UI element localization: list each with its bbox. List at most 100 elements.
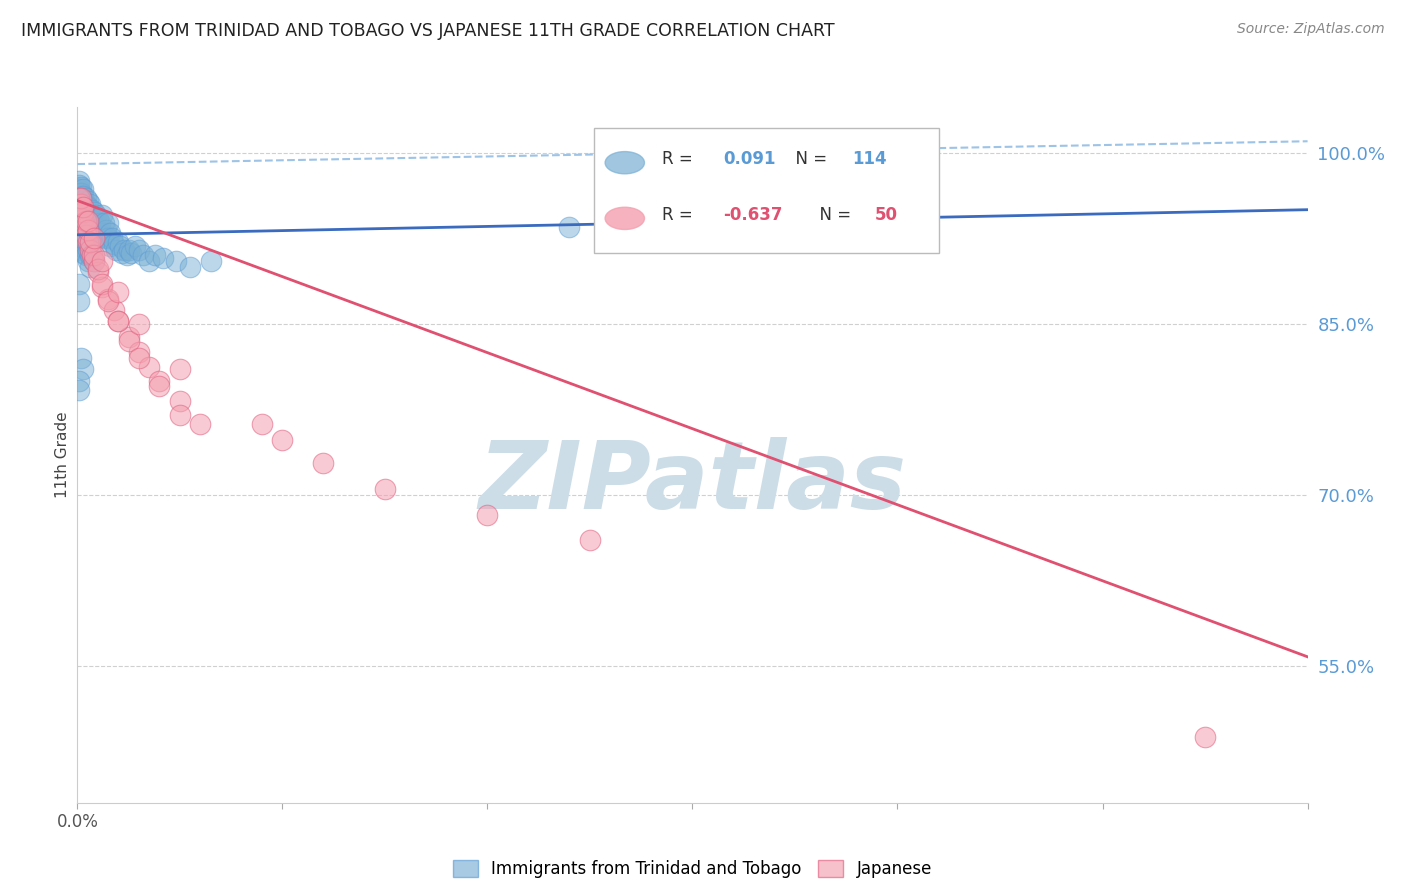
Point	[79, 214, 101, 228]
Point	[70, 197, 93, 211]
Point	[79, 243, 101, 257]
Point	[80, 219, 103, 234]
Point	[72, 194, 94, 208]
Point	[89, 227, 111, 242]
Point	[75, 201, 97, 215]
Point	[75, 243, 97, 257]
Point	[79, 219, 101, 234]
Point	[72, 227, 94, 242]
Point	[97, 292, 120, 306]
Point	[128, 345, 150, 359]
Text: 0.091: 0.091	[723, 150, 776, 169]
Point	[72, 201, 94, 215]
Point	[128, 243, 150, 257]
Point	[67, 186, 90, 200]
Point	[98, 239, 121, 253]
Point	[79, 260, 101, 274]
Point	[90, 208, 114, 222]
Point	[107, 285, 129, 299]
Point	[72, 205, 94, 219]
Point	[75, 227, 97, 242]
Point	[107, 314, 129, 328]
Point	[67, 227, 90, 242]
Point	[128, 351, 150, 365]
Point	[165, 254, 187, 268]
Point	[79, 235, 101, 249]
Point	[75, 197, 97, 211]
Point	[90, 226, 114, 240]
Point	[70, 219, 93, 234]
Point	[67, 383, 90, 397]
Text: N =: N =	[810, 206, 856, 224]
Point	[76, 254, 98, 268]
Point	[72, 208, 94, 222]
Point	[579, 533, 602, 548]
Point	[107, 314, 129, 328]
Point	[148, 374, 170, 388]
Point	[70, 191, 93, 205]
Text: R =: R =	[662, 150, 697, 169]
Point	[72, 202, 94, 217]
Point	[87, 265, 110, 279]
Point	[477, 508, 499, 523]
Point	[67, 197, 90, 211]
Point	[67, 293, 90, 308]
Point	[312, 456, 335, 470]
Point	[70, 186, 93, 200]
Point	[72, 182, 94, 196]
Point	[67, 214, 90, 228]
Point	[117, 334, 139, 348]
Point	[72, 236, 94, 251]
Point	[132, 248, 155, 262]
Circle shape	[605, 207, 644, 229]
Point	[83, 228, 105, 243]
Point	[76, 216, 98, 230]
Text: ZIPatlas: ZIPatlas	[478, 437, 907, 529]
Text: IMMIGRANTS FROM TRINIDAD AND TOBAGO VS JAPANESE 11TH GRADE CORRELATION CHART: IMMIGRANTS FROM TRINIDAD AND TOBAGO VS J…	[21, 22, 835, 40]
Point	[90, 277, 114, 291]
Point	[115, 248, 138, 262]
Point	[67, 174, 90, 188]
Point	[75, 205, 97, 219]
Text: Source: ZipAtlas.com: Source: ZipAtlas.com	[1237, 22, 1385, 37]
Point	[83, 216, 105, 230]
Point	[200, 254, 222, 268]
Point	[76, 214, 98, 228]
Point	[80, 214, 103, 228]
Point	[67, 223, 90, 237]
Point	[70, 202, 93, 217]
Point	[70, 201, 93, 215]
Point	[67, 277, 90, 291]
Point	[83, 222, 105, 236]
Point	[169, 362, 191, 376]
Point	[76, 223, 98, 237]
Point	[76, 208, 98, 222]
Text: R =: R =	[662, 206, 697, 224]
Point	[67, 235, 90, 249]
Point	[117, 330, 139, 344]
Point	[90, 254, 114, 268]
Point	[93, 216, 115, 230]
Point	[70, 211, 93, 226]
Point	[72, 226, 94, 240]
Point	[72, 197, 94, 211]
Point	[79, 227, 101, 242]
Point	[70, 191, 93, 205]
Point	[72, 362, 94, 376]
Point	[138, 360, 160, 375]
Point	[93, 231, 115, 245]
Point	[83, 231, 105, 245]
Point	[72, 189, 94, 203]
Text: 114: 114	[852, 150, 887, 169]
Point	[1194, 730, 1216, 744]
Point	[70, 197, 93, 211]
Point	[75, 248, 97, 262]
Point	[83, 205, 105, 219]
Point	[152, 251, 174, 265]
Point	[79, 208, 101, 222]
Point	[143, 248, 166, 262]
Point	[76, 243, 98, 257]
Point	[67, 208, 90, 222]
Point	[67, 205, 90, 219]
Point	[105, 243, 128, 257]
